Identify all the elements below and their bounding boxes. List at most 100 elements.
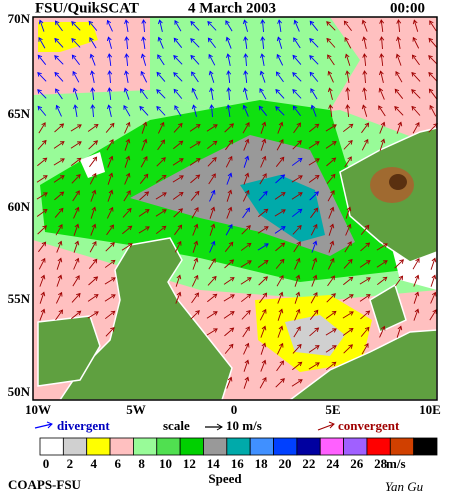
- wind-arrow: [55, 88, 63, 100]
- wind-arrow-head: [312, 274, 318, 280]
- wind-arrow: [208, 37, 216, 49]
- colorbar-unit: m/s: [386, 456, 406, 471]
- wind-arrow: [225, 20, 233, 32]
- wind-arrow: [274, 192, 286, 200]
- wind-arrow: [73, 224, 79, 236]
- wind-arrow-head: [278, 121, 284, 127]
- wind-arrow-head: [330, 190, 335, 195]
- wind-arrow-head: [313, 207, 319, 213]
- wind-arrow: [87, 124, 99, 132]
- wind-arrow-head: [90, 70, 95, 76]
- wind-arrow-head: [364, 224, 370, 230]
- wind-arrow: [329, 104, 333, 118]
- wind-arrow: [140, 71, 148, 83]
- wind-arrow-head: [174, 105, 179, 110]
- wind-arrow-head: [298, 175, 303, 180]
- colorbar-label: 8: [138, 456, 145, 471]
- wind-arrow: [124, 139, 130, 151]
- wind-arrow: [240, 260, 252, 268]
- wind-arrow: [173, 55, 183, 65]
- wind-arrow-head: [264, 243, 269, 248]
- wind-arrow-head: [57, 257, 63, 263]
- wind-arrow-head: [412, 19, 418, 25]
- wind-arrow: [125, 20, 129, 32]
- wind-arrow: [294, 275, 300, 287]
- wind-arrow: [293, 241, 301, 253]
- lon-label: 10E: [419, 402, 441, 417]
- land: [369, 283, 407, 334]
- wind-arrow-head: [244, 342, 250, 348]
- wind-arrow-head: [315, 362, 320, 367]
- wind-arrow-head: [227, 189, 233, 195]
- wind-arrow-head: [178, 208, 183, 213]
- wind-arrow-head: [312, 257, 318, 263]
- wind-arrow: [395, 275, 403, 287]
- wind-arrow: [105, 123, 115, 133]
- wind-arrow: [364, 70, 366, 84]
- wind-arrow-head: [226, 53, 231, 59]
- land: [37, 315, 101, 387]
- wind-arrow-head: [344, 36, 349, 42]
- scale-value: 10 m/s: [226, 418, 262, 433]
- wind-arrow-head: [344, 53, 350, 59]
- wind-arrow: [39, 275, 45, 287]
- wind-arrow: [242, 190, 250, 202]
- wind-arrow: [209, 207, 215, 219]
- wind-arrow: [276, 343, 284, 355]
- wind-arrow-head: [242, 104, 248, 110]
- wind-arrow: [291, 158, 303, 166]
- wind-arrow-head: [93, 294, 99, 299]
- wind-arrow-head: [210, 206, 216, 212]
- wind-arrow-head: [37, 105, 43, 111]
- wind-arrow: [71, 21, 81, 31]
- wind-arrow: [309, 55, 319, 65]
- wind-arrow-head: [411, 105, 416, 111]
- wind-arrow: [72, 275, 80, 287]
- lat-label: 50N: [8, 384, 31, 399]
- wind-arrow: [347, 87, 349, 101]
- wind-arrow-head: [108, 189, 114, 195]
- wind-arrow: [310, 88, 318, 100]
- wind-arrow-head: [194, 190, 200, 196]
- wind-arrow-head: [212, 157, 217, 162]
- wind-arrow-head: [111, 277, 116, 282]
- wind-arrow-head: [246, 225, 251, 230]
- wind-arrow-head: [213, 328, 218, 333]
- wind-arrow: [37, 106, 47, 116]
- wind-arrow-head: [330, 275, 335, 281]
- wind-arrow: [276, 275, 284, 287]
- colorbar-swatch: [226, 437, 251, 456]
- wind-arrow: [243, 360, 249, 372]
- wind-arrow-head: [89, 37, 94, 42]
- wind-arrow: [37, 55, 47, 65]
- wind-arrow: [138, 209, 150, 217]
- wind-arrow-head: [412, 36, 417, 42]
- wind-arrow-head: [193, 257, 199, 263]
- wind-arrow: [141, 54, 147, 66]
- wind-arrow: [241, 225, 251, 235]
- wind-arrow-head: [243, 70, 249, 75]
- wind-arrow-head: [245, 326, 250, 331]
- wind-arrow-head: [191, 87, 197, 93]
- wind-arrow: [91, 71, 95, 83]
- wind-arrow-head: [280, 226, 286, 231]
- wind-arrow-head: [145, 226, 150, 231]
- wind-arrow-head: [261, 121, 267, 127]
- wind-arrow-head: [262, 308, 267, 314]
- wind-arrow-head: [229, 123, 234, 128]
- wind-arrow: [396, 122, 402, 134]
- wind-arrow-head: [278, 325, 284, 331]
- wind-arrow: [258, 276, 268, 286]
- wind-arrow-head: [40, 308, 46, 314]
- wind-arrow-head: [93, 276, 99, 281]
- wind-arrow: [173, 72, 183, 82]
- wind-arrow-head: [210, 189, 216, 195]
- wind-arrow: [139, 106, 149, 116]
- wind-arrow: [243, 343, 249, 355]
- wind-arrow: [56, 275, 62, 287]
- wind-arrow-head: [212, 140, 218, 146]
- wind-arrow: [55, 309, 63, 321]
- map: [32, 16, 438, 401]
- wind-arrow: [260, 71, 266, 83]
